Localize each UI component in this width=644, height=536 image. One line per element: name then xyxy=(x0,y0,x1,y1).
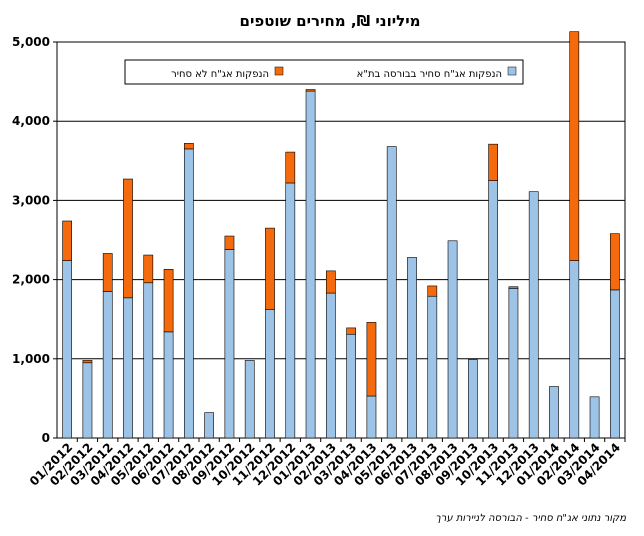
y-tick-label: 4,000 xyxy=(12,114,50,128)
bar-listed xyxy=(183,148,194,439)
y-tick-label: 3,000 xyxy=(12,193,50,207)
bars xyxy=(62,31,620,439)
bar-listed xyxy=(265,309,275,439)
bar-unlisted xyxy=(123,178,133,299)
bar-listed xyxy=(346,333,357,439)
bar-listed xyxy=(528,191,539,439)
bar-listed xyxy=(508,288,519,439)
bar-unlisted xyxy=(609,233,620,291)
bar-listed xyxy=(62,260,73,439)
bar-listed xyxy=(407,257,417,439)
legend-label-listed: הנפקות אג"ח סחיר בבורסה בת"א xyxy=(357,69,502,80)
bar-unlisted xyxy=(325,270,336,294)
bar-unlisted xyxy=(285,151,296,184)
bar-listed xyxy=(204,412,215,439)
bar-unlisted xyxy=(265,227,275,310)
bar-unlisted xyxy=(82,360,93,364)
bar-listed xyxy=(549,386,559,439)
bar-listed xyxy=(325,292,336,439)
bar-listed xyxy=(447,240,458,439)
bar-unlisted xyxy=(305,89,316,92)
bar-listed xyxy=(244,360,255,439)
legend: הנפקות אג"ח סחיר בבורסה בת"א הנפקות אג"ח… xyxy=(124,59,524,85)
y-tick-label: 2,000 xyxy=(12,273,50,287)
bar-unlisted xyxy=(143,254,154,284)
bar-listed xyxy=(386,146,397,439)
bar-unlisted xyxy=(224,235,235,250)
bar-listed xyxy=(589,396,600,439)
y-tick-label: 5,000 xyxy=(12,35,50,49)
bar-unlisted xyxy=(569,31,580,261)
gridlines xyxy=(56,41,626,439)
legend-swatch-unlisted xyxy=(274,66,284,76)
legend-label-unlisted: הנפקות אג"ח לא סחיר xyxy=(171,69,269,80)
bar-listed xyxy=(82,362,93,439)
bar-unlisted xyxy=(427,285,438,297)
bar-unlisted xyxy=(366,322,377,397)
bar-listed xyxy=(305,90,316,439)
bar-listed xyxy=(123,297,133,439)
bar-listed xyxy=(488,180,499,439)
plot-frame xyxy=(56,41,626,439)
bar-unlisted xyxy=(488,143,499,181)
bar-listed xyxy=(163,331,174,439)
bar-unlisted xyxy=(346,327,357,335)
bar-listed xyxy=(467,359,478,439)
bar-listed xyxy=(224,249,235,439)
y-tick-label: 0 xyxy=(42,431,50,445)
bar-unlisted xyxy=(508,286,519,289)
legend-swatch-listed xyxy=(507,66,517,76)
chart-title: מיליוני ₪, מחירים שוטפים xyxy=(240,12,421,30)
bar-listed xyxy=(427,295,438,439)
bar-listed xyxy=(569,260,580,439)
legend-box xyxy=(124,59,524,85)
bar-listed xyxy=(285,182,296,439)
bar-listed xyxy=(143,282,154,439)
bar-unlisted xyxy=(102,253,113,292)
y-tick-label: 1,000 xyxy=(12,352,50,366)
bar-unlisted xyxy=(183,143,194,150)
bar-unlisted xyxy=(62,220,73,261)
bar-listed xyxy=(102,291,113,439)
bar-listed xyxy=(366,395,377,439)
bar-unlisted xyxy=(163,269,174,333)
bar-listed xyxy=(609,289,620,439)
source-note: מקור נתוני אג"ח סחיר - הבורסה לניירות ער… xyxy=(435,513,626,524)
